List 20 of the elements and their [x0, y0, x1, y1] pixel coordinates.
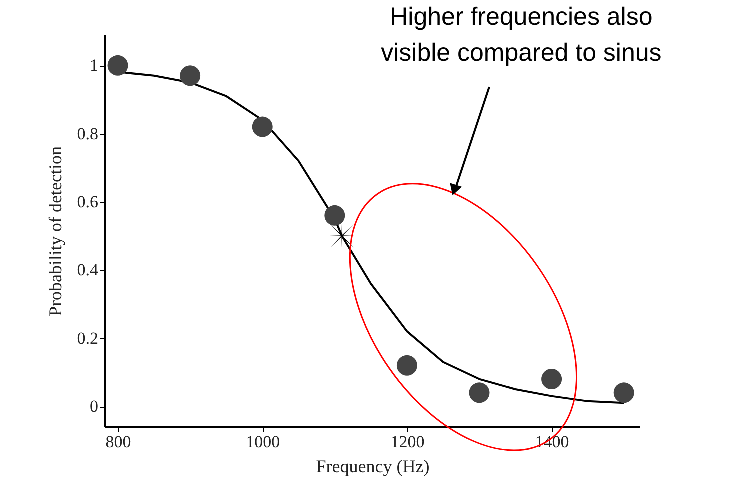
y-tick-label: 0.8 [77, 124, 98, 144]
point [252, 116, 273, 138]
point [469, 382, 490, 404]
point [542, 369, 562, 390]
point [108, 55, 128, 76]
y-tick-label: 0.4 [77, 260, 99, 280]
point [324, 205, 346, 226]
x-tick-label: 1000 [246, 432, 280, 452]
y-tick-label: 0 [90, 397, 98, 416]
x-axis-title: Frequency (Hz) [316, 456, 430, 476]
x-tick-label: 1200 [390, 432, 425, 452]
y-axis-title: Probability of detection [45, 146, 66, 316]
y-tick-label: 0.2 [77, 328, 98, 348]
annotation: Higher frequencies also visible compared to sinus [381, 3, 662, 67]
x-tick-label: 800 [106, 432, 132, 452]
point [180, 66, 201, 86]
point [614, 382, 634, 404]
y-tick-label: 0.6 [77, 192, 98, 212]
y-tick-label: 1 [90, 56, 98, 76]
point [396, 355, 418, 376]
